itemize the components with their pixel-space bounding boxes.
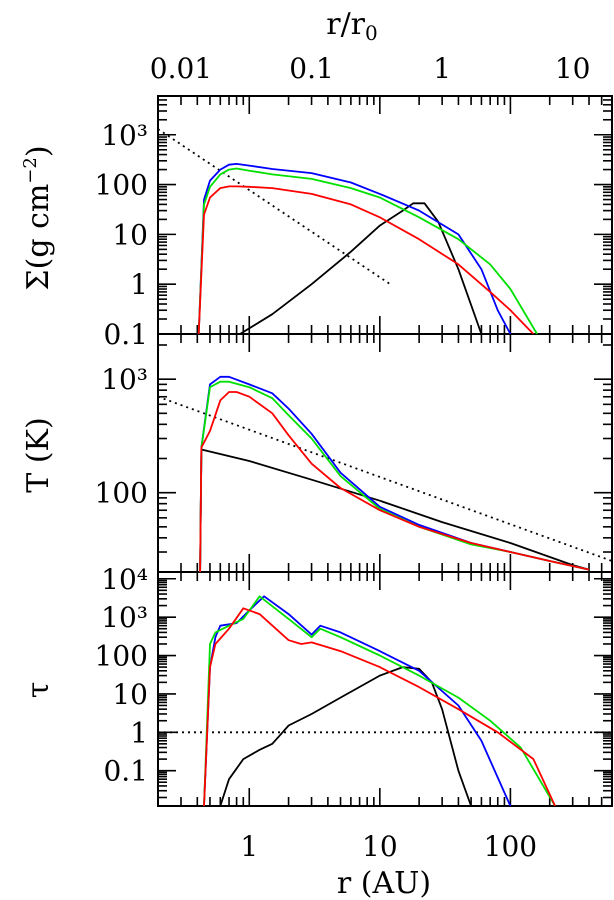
panel-tau-frame <box>157 571 613 807</box>
curve-sigma-black-dotted <box>158 128 391 285</box>
y-axis-title-sigma-sup: −2 <box>20 157 41 184</box>
y-tick-label-tau: 0.1 <box>103 755 148 788</box>
tick-labels: 0.01 0.1 1 10 1 10 100 0.1 1 10 100 10³ 100 10³ 0.1 1 10… <box>95 52 591 863</box>
top-x-tick-label: 0.01 <box>150 52 212 85</box>
curve-tau-red <box>203 607 556 806</box>
y-axis-title-sigma: Σ(g cm−2) <box>20 145 56 290</box>
curve-temperature-blue <box>199 375 590 572</box>
curve-tau-green <box>203 595 556 806</box>
curve-tau-black <box>219 666 472 806</box>
panel-sigma-frame <box>157 95 613 335</box>
curve-sigma-green <box>197 167 538 334</box>
y-tick-label-tau: 10³ <box>101 601 148 634</box>
panel-temperature-frame <box>157 333 613 573</box>
tick-marks <box>157 95 613 806</box>
top-x-tick-label: 0.1 <box>289 52 334 85</box>
top-axis-title-sub: 0 <box>365 21 378 45</box>
curve-temperature-black-dotted <box>158 395 612 562</box>
curve-temperature-green <box>199 380 590 572</box>
x-tick-label: 10 <box>362 830 398 863</box>
y-tick-label-sigma: 10³ <box>101 119 148 152</box>
y-tick-label-tau: 10⁴ <box>101 563 148 596</box>
top-x-tick-label: 1 <box>433 52 451 85</box>
x-tick-label: 1 <box>240 830 258 863</box>
x-axis-title: r (AU) <box>337 866 431 900</box>
y-tick-label-sigma: 10 <box>112 218 148 251</box>
curve-sigma-red <box>197 185 535 334</box>
y-tick-label-sigma: 0.1 <box>103 318 148 351</box>
x-tick-label: 100 <box>484 830 537 863</box>
curve-temperature-red <box>199 391 590 572</box>
y-tick-label-sigma: 100 <box>95 169 148 202</box>
y-axis-title-temperature: T (K) <box>21 417 56 492</box>
curve-sigma-black <box>239 202 483 334</box>
y-tick-label-temperature: 10³ <box>101 363 148 396</box>
y-tick-label-tau: 100 <box>95 640 148 673</box>
top-x-tick-label: 10 <box>555 52 591 85</box>
curve-temperature-black <box>199 448 590 572</box>
data-curves <box>158 128 612 806</box>
y-axis-title-tau: τ <box>21 682 56 699</box>
y-tick-label-tau: 1 <box>130 716 148 749</box>
y-tick-label-tau: 10 <box>112 678 148 711</box>
y-tick-label-sigma: 1 <box>130 268 148 301</box>
top-axis-title: r/r0 <box>326 7 378 45</box>
y-tick-label-temperature: 100 <box>95 477 148 510</box>
y-axis-title-sigma-end: ) <box>21 145 56 157</box>
curve-sigma-blue <box>197 162 512 334</box>
